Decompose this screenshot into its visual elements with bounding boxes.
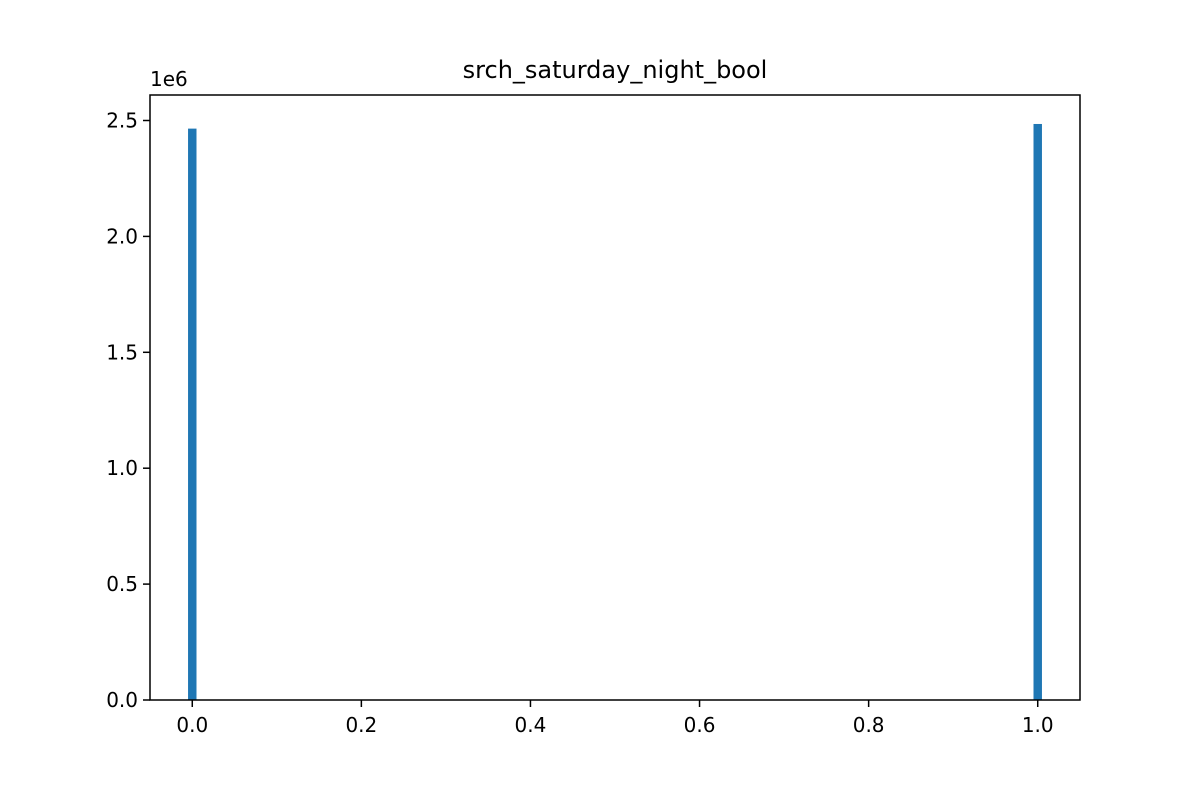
x-tick-label: 0.6: [684, 713, 716, 737]
y-tick-label: 2.5: [106, 108, 138, 132]
x-tick-label: 0.2: [345, 713, 377, 737]
y-tick-label: 0.0: [106, 688, 138, 712]
y-tick-label: 1.0: [106, 456, 138, 480]
x-tick-label: 0.8: [853, 713, 885, 737]
y-tick-label: 2.0: [106, 224, 138, 248]
bar-1: [1033, 123, 1042, 700]
y-offset-label: 1e6: [150, 67, 188, 91]
x-tick-label: 0.4: [515, 713, 547, 737]
y-tick-label: 0.5: [106, 572, 138, 596]
x-tick-label: 1.0: [1022, 713, 1054, 737]
bars-layer: [188, 123, 1042, 701]
ticks-layer: 0.0 0.2 0.4 0.6 0.8 1.0 0.0 0.5 1.0 1.5 2.0 2.5: [106, 108, 1053, 737]
plot-frame: [149, 94, 1081, 701]
y-tick-label: 1.5: [106, 340, 138, 364]
x-tick-label: 0.0: [176, 713, 208, 737]
bar-0: [188, 128, 197, 701]
chart-title: srch_saturday_night_bool: [463, 56, 768, 84]
